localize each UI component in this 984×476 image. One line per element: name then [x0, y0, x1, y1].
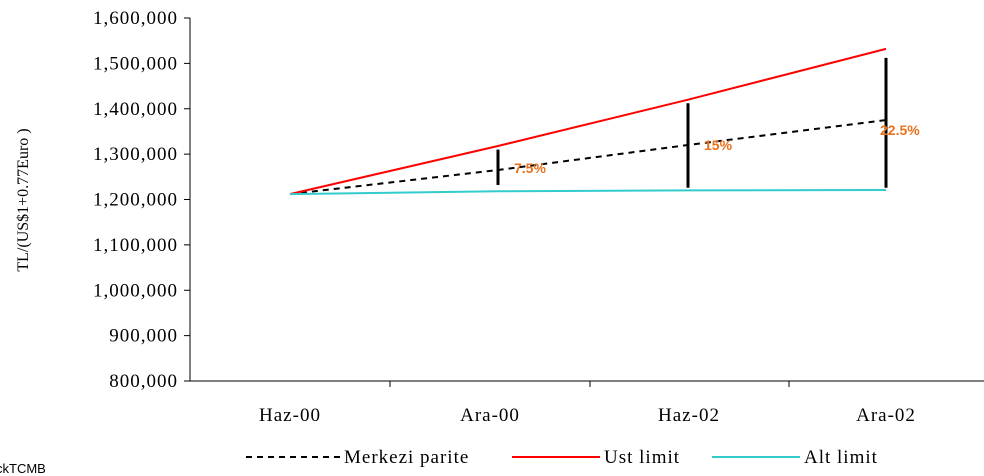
y-tick-label: 1,500,000	[93, 53, 178, 74]
y-axis-title: TL/(US$1+0.77Euro )	[15, 128, 32, 271]
y-tick-label: 1,300,000	[93, 144, 178, 165]
y-tick-label: 800,000	[109, 371, 178, 392]
y-tick-label: 1,400,000	[93, 99, 178, 120]
legend-label: Merkezi parite	[344, 447, 469, 468]
source-note: ckTCMB	[0, 461, 46, 476]
x-tick-label: Haz-02	[658, 405, 720, 426]
band-bars: 7.5% 15% 22.5%	[496, 57, 920, 188]
series-layer	[289, 47, 887, 196]
x-axis: Haz-00 Ara-00 Haz-02 Ara-02	[190, 380, 984, 426]
x-tick-label: Ara-02	[856, 405, 916, 426]
legend-label: Ust limit	[604, 447, 680, 468]
band-bar-label: 7.5%	[514, 160, 546, 176]
series-line-ust-limit	[289, 47, 887, 196]
y-tick-label: 1,200,000	[93, 190, 178, 211]
legend: Merkezi parite Ust limit Alt limit	[246, 447, 878, 468]
x-tick-label: Haz-00	[259, 405, 321, 426]
y-axis: 800,000 900,000 1,000,000 1,100,000 1,200,00…	[93, 8, 191, 392]
band-bar-label: 15%	[704, 137, 733, 153]
y-tick-label: 1,600,000	[93, 8, 178, 29]
series-line-alt-limit	[289, 189, 887, 196]
x-tick-label: Ara-00	[460, 405, 520, 426]
series-line-merkezi-parite	[289, 119, 887, 196]
y-tick-label: 900,000	[109, 326, 178, 347]
y-tick-label: 1,000,000	[93, 280, 178, 301]
band-bar-label: 22.5%	[880, 122, 920, 138]
y-tick-label: 1,100,000	[93, 235, 178, 256]
legend-label: Alt limit	[804, 447, 878, 468]
